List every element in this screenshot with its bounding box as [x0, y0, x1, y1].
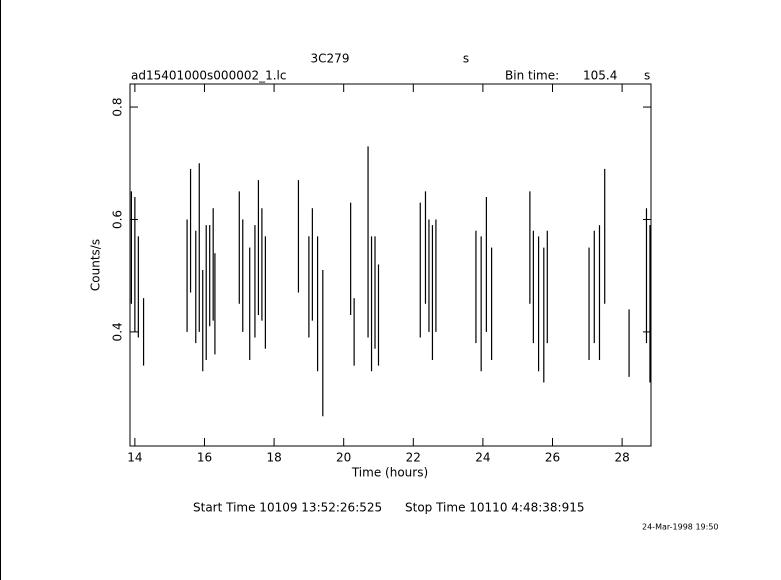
- x-tick-label: 22: [406, 451, 421, 465]
- x-tick-label: 16: [197, 451, 212, 465]
- x-tick-label: 14: [127, 451, 142, 465]
- x-tick-label: 18: [266, 451, 281, 465]
- x-axis-label: Time (hours): [351, 466, 428, 480]
- bin-time-label: Bin time:: [505, 69, 559, 83]
- chart-title: 3C279: [311, 52, 350, 66]
- bin-time: 105.4: [583, 69, 617, 83]
- bin-time-unit: s: [644, 69, 650, 83]
- y-tick-label: 0.6: [111, 210, 125, 229]
- plot-frame: [129, 83, 652, 447]
- x-tick-label: 28: [614, 451, 629, 465]
- y-axis-label: Counts/s: [89, 239, 103, 291]
- stop-time: Stop Time 10110 4:48:38:915: [405, 501, 584, 515]
- footer-date: 24-Mar-1998 19:50: [642, 523, 719, 532]
- x-tick-label: 20: [336, 451, 351, 465]
- x-tick-label: 24: [475, 451, 490, 465]
- start-time: Start Time 10109 13:52:26:525: [193, 501, 382, 515]
- y-tick-label: 0.8: [111, 97, 125, 116]
- x-tick-label: 26: [545, 451, 560, 465]
- subtitle: ad15401000s000002_1.lc: [131, 69, 287, 83]
- y-tick-label: 0.4: [111, 322, 125, 341]
- title-unit: s: [463, 52, 469, 66]
